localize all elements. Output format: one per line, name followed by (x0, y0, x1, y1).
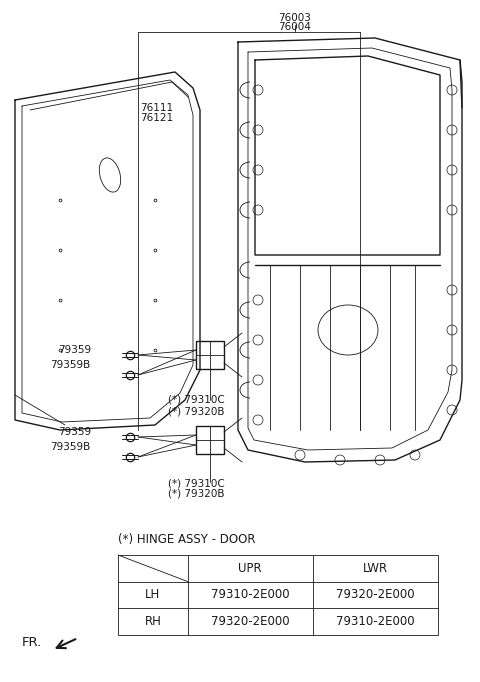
Text: 79359B: 79359B (50, 442, 90, 452)
Text: RH: RH (144, 615, 161, 628)
Bar (118, 555, 438, 635)
Text: (*) 79320B: (*) 79320B (168, 489, 225, 499)
Text: (*) 79310C: (*) 79310C (168, 478, 225, 488)
Text: (*) 79310C: (*) 79310C (168, 395, 225, 405)
Text: 79320-2E000: 79320-2E000 (211, 615, 289, 628)
Text: LH: LH (145, 589, 161, 602)
Bar (196, 426, 224, 454)
Text: (*) HINGE ASSY - DOOR: (*) HINGE ASSY - DOOR (118, 533, 255, 546)
Bar (196, 341, 224, 369)
Text: LWR: LWR (362, 562, 387, 575)
Text: UPR: UPR (238, 562, 262, 575)
Text: 79320-2E000: 79320-2E000 (336, 589, 414, 602)
Text: 76004: 76004 (278, 22, 312, 32)
Text: 79310-2E000: 79310-2E000 (336, 615, 414, 628)
Text: 76121: 76121 (140, 113, 173, 123)
Text: 79359B: 79359B (50, 360, 90, 370)
Text: 79359: 79359 (58, 345, 91, 355)
Text: 76111: 76111 (140, 103, 173, 113)
Text: 79359: 79359 (58, 427, 91, 437)
Text: 76003: 76003 (278, 13, 312, 23)
Text: 79310-2E000: 79310-2E000 (211, 589, 289, 602)
Text: (*) 79320B: (*) 79320B (168, 406, 225, 416)
Text: FR.: FR. (22, 636, 42, 649)
